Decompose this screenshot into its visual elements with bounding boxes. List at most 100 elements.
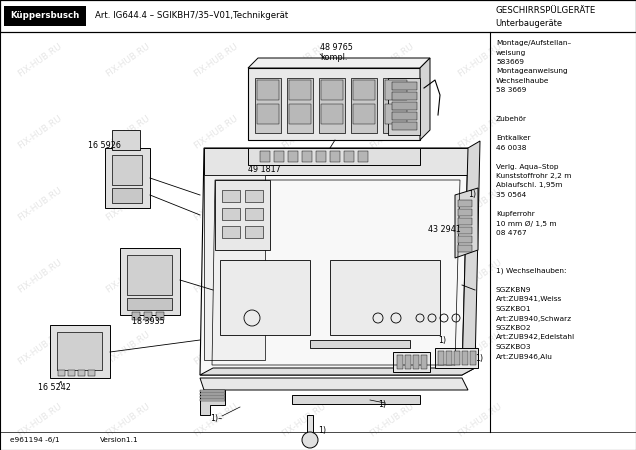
Text: 08 4767: 08 4767 xyxy=(496,230,527,236)
Bar xyxy=(397,355,403,369)
Text: FIX-HUB.RU: FIX-HUB.RU xyxy=(280,113,328,150)
Text: FIX-HUB.RU: FIX-HUB.RU xyxy=(104,113,152,150)
Bar xyxy=(458,218,472,225)
Bar xyxy=(307,415,313,437)
Text: SGZKBO2: SGZKBO2 xyxy=(496,325,532,331)
Text: 46 0038: 46 0038 xyxy=(496,144,527,150)
Polygon shape xyxy=(462,141,480,375)
Text: FIX-HUB.RU: FIX-HUB.RU xyxy=(280,329,328,366)
Text: FIX-HUB.RU: FIX-HUB.RU xyxy=(192,185,240,222)
Bar xyxy=(454,351,460,365)
Text: kompl.: kompl. xyxy=(320,54,347,63)
Text: Wechselhaube: Wechselhaube xyxy=(496,78,550,84)
Bar xyxy=(392,112,417,120)
Text: FIX-HUB.RU: FIX-HUB.RU xyxy=(368,185,416,222)
Text: Kupferrohr: Kupferrohr xyxy=(496,211,535,217)
Text: FIX-HUB.RU: FIX-HUB.RU xyxy=(280,41,328,78)
Text: FIX-HUB.RU: FIX-HUB.RU xyxy=(192,41,240,78)
Text: 1)–: 1)– xyxy=(210,414,222,423)
Bar xyxy=(144,312,152,320)
Text: 1) Wechselhauben:: 1) Wechselhauben: xyxy=(496,268,567,274)
Bar xyxy=(405,355,411,369)
Text: FIX-HUB.RU: FIX-HUB.RU xyxy=(456,185,504,222)
Bar xyxy=(458,209,472,216)
Polygon shape xyxy=(200,396,225,398)
Text: FIX-HUB.RU: FIX-HUB.RU xyxy=(104,257,152,294)
Bar xyxy=(302,151,312,162)
Text: FIX-HUB.RU: FIX-HUB.RU xyxy=(368,113,416,150)
Text: 1): 1) xyxy=(378,400,386,410)
Circle shape xyxy=(302,432,318,448)
Bar xyxy=(462,351,468,365)
Text: FIX-HUB.RU: FIX-HUB.RU xyxy=(280,401,328,438)
Polygon shape xyxy=(105,148,150,208)
Text: FIX-HUB.RU: FIX-HUB.RU xyxy=(17,41,64,78)
Text: SGZKBO1: SGZKBO1 xyxy=(496,306,532,312)
Polygon shape xyxy=(420,58,430,140)
Bar xyxy=(127,298,172,310)
Text: 583669: 583669 xyxy=(496,59,524,65)
Bar xyxy=(289,104,311,124)
Bar xyxy=(255,78,281,133)
Text: Ablaufschl. 1,95m: Ablaufschl. 1,95m xyxy=(496,183,562,189)
Text: FIX-HUB.RU: FIX-HUB.RU xyxy=(17,185,64,222)
Bar xyxy=(57,332,102,370)
Bar xyxy=(4,6,86,26)
Text: Unterbaugeräte: Unterbaugeräte xyxy=(495,18,562,27)
Text: FIX-HUB.RU: FIX-HUB.RU xyxy=(17,401,64,438)
Bar xyxy=(68,370,75,376)
Bar xyxy=(458,227,472,234)
Polygon shape xyxy=(50,325,110,378)
Bar xyxy=(470,351,476,365)
Polygon shape xyxy=(200,378,468,390)
Text: 16 5926: 16 5926 xyxy=(88,140,121,149)
Polygon shape xyxy=(200,393,225,395)
Text: GESCHIRRSPÜLGERÄTE: GESCHIRRSPÜLGERÄTE xyxy=(495,6,595,15)
Bar xyxy=(392,92,417,100)
Text: FIX-HUB.RU: FIX-HUB.RU xyxy=(192,113,240,150)
Text: FIX-HUB.RU: FIX-HUB.RU xyxy=(17,257,64,294)
Text: 48 9765: 48 9765 xyxy=(320,44,353,53)
Text: FIX-HUB.RU: FIX-HUB.RU xyxy=(456,113,504,150)
Polygon shape xyxy=(200,148,468,375)
Bar xyxy=(351,78,377,133)
Bar xyxy=(392,82,417,90)
Bar xyxy=(310,340,410,348)
Polygon shape xyxy=(292,395,420,404)
Text: FIX-HUB.RU: FIX-HUB.RU xyxy=(368,41,416,78)
Text: 35 0564: 35 0564 xyxy=(496,192,526,198)
Polygon shape xyxy=(393,352,430,372)
Text: Entkalker: Entkalker xyxy=(496,135,530,141)
Text: FIX-HUB.RU: FIX-HUB.RU xyxy=(456,41,504,78)
Polygon shape xyxy=(200,390,225,415)
Bar xyxy=(344,151,354,162)
Polygon shape xyxy=(204,148,468,175)
Bar xyxy=(385,80,407,100)
Text: Art:ZUB942,Edelstahl: Art:ZUB942,Edelstahl xyxy=(496,334,575,341)
Bar xyxy=(321,104,343,124)
Bar xyxy=(288,151,298,162)
Text: 1): 1) xyxy=(475,354,483,363)
Bar xyxy=(383,78,409,133)
Bar xyxy=(257,80,279,100)
Text: FIX-HUB.RU: FIX-HUB.RU xyxy=(104,185,152,222)
Text: Kunststoffrohr 2,2 m: Kunststoffrohr 2,2 m xyxy=(496,173,572,179)
Bar xyxy=(222,190,240,202)
Text: FIX-HUB.RU: FIX-HUB.RU xyxy=(192,329,240,366)
Text: 58 3669: 58 3669 xyxy=(496,87,527,94)
Polygon shape xyxy=(388,78,420,135)
Bar xyxy=(358,151,368,162)
Polygon shape xyxy=(248,58,430,68)
Bar xyxy=(245,208,263,220)
Bar xyxy=(319,78,345,133)
Bar xyxy=(289,80,311,100)
Bar xyxy=(156,312,164,320)
Bar xyxy=(245,226,263,238)
Bar xyxy=(413,355,419,369)
Bar xyxy=(353,104,375,124)
Bar xyxy=(132,312,140,320)
Text: FIX-HUB.RU: FIX-HUB.RU xyxy=(17,329,64,366)
Bar xyxy=(392,102,417,110)
Polygon shape xyxy=(200,368,475,375)
Text: Montageanweisung: Montageanweisung xyxy=(496,68,567,75)
